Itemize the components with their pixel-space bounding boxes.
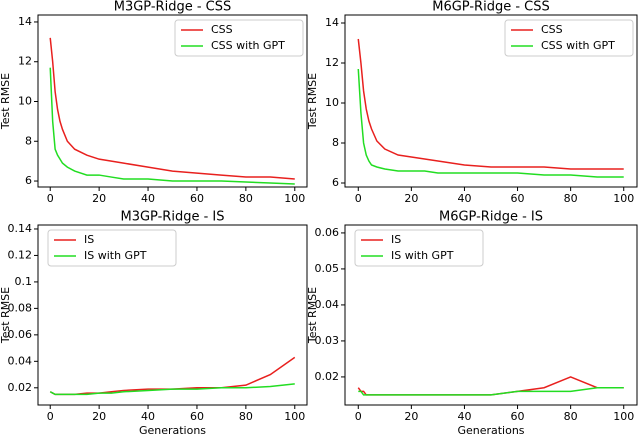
legend-label: IS bbox=[84, 233, 94, 246]
x-tick-label: 0 bbox=[355, 192, 362, 205]
y-tick-label: 12 bbox=[18, 55, 32, 68]
y-axis-label: Test RMSE bbox=[0, 73, 12, 130]
series-line bbox=[49, 67, 295, 185]
legend-label: IS with GPT bbox=[84, 249, 147, 262]
legend-label: IS with GPT bbox=[391, 249, 454, 262]
subplot-title: M6GP-Ridge - CSS bbox=[432, 0, 550, 15]
legend-box bbox=[174, 19, 304, 57]
y-tick-label: 14 bbox=[325, 16, 339, 29]
series-line bbox=[357, 68, 624, 178]
y-tick-label: 12 bbox=[325, 56, 339, 69]
y-axis-label: Test RMSE bbox=[306, 73, 319, 130]
y-tick-label: 0.06 bbox=[8, 328, 33, 341]
y-tick-label: 0.08 bbox=[8, 301, 33, 314]
series-line bbox=[357, 38, 624, 170]
x-tick-label: 60 bbox=[190, 410, 204, 423]
y-tick-label: 0.06 bbox=[315, 226, 340, 239]
x-axis-label: Generations bbox=[457, 424, 524, 436]
legend-box bbox=[354, 229, 484, 267]
x-axis-label: Generations bbox=[139, 424, 206, 436]
y-tick-label: 10 bbox=[325, 96, 339, 109]
x-tick-label: 80 bbox=[564, 192, 578, 205]
x-tick-label: 80 bbox=[564, 410, 578, 423]
plot-frame bbox=[37, 224, 308, 406]
x-tick-label: 60 bbox=[190, 192, 204, 205]
series-line bbox=[49, 383, 295, 396]
y-tick-label: 14 bbox=[18, 15, 32, 28]
x-tick-label: 0 bbox=[355, 410, 362, 423]
x-tick-label: 40 bbox=[457, 192, 471, 205]
x-tick-label: 40 bbox=[141, 410, 155, 423]
y-tick-label: 0.04 bbox=[8, 354, 33, 367]
y-tick-label: 0.04 bbox=[315, 298, 340, 311]
x-tick-label: 60 bbox=[511, 410, 525, 423]
y-tick-label: 10 bbox=[18, 94, 32, 107]
y-tick-label: 0.05 bbox=[315, 262, 340, 275]
series-line bbox=[357, 376, 624, 396]
x-tick-label: 100 bbox=[284, 192, 305, 205]
subplot-title: M3GP-Ridge - IS bbox=[121, 210, 225, 225]
x-tick-label: 20 bbox=[92, 410, 106, 423]
x-tick-label: 40 bbox=[457, 410, 471, 423]
legend-box bbox=[504, 19, 634, 57]
x-tick-label: 0 bbox=[47, 410, 54, 423]
x-tick-label: 20 bbox=[404, 410, 418, 423]
x-tick-label: 100 bbox=[613, 192, 634, 205]
legend-label: IS bbox=[391, 233, 401, 246]
legend-label: CSS with GPT bbox=[541, 39, 615, 52]
plot-frame bbox=[37, 14, 308, 188]
y-tick-label: 0.03 bbox=[315, 334, 340, 347]
x-tick-label: 20 bbox=[92, 192, 106, 205]
y-tick-label: 6 bbox=[25, 174, 32, 187]
x-tick-label: 60 bbox=[511, 192, 525, 205]
legend-label: CSS bbox=[211, 23, 233, 36]
y-tick-label: 8 bbox=[332, 136, 339, 149]
y-tick-label: 8 bbox=[25, 134, 32, 147]
y-tick-label: 0.12 bbox=[8, 248, 33, 261]
legend-box bbox=[47, 229, 177, 267]
plot-frame bbox=[344, 224, 638, 406]
x-tick-label: 80 bbox=[239, 410, 253, 423]
x-tick-label: 20 bbox=[404, 192, 418, 205]
y-tick-label: 0.1 bbox=[15, 275, 33, 288]
y-tick-label: 0.02 bbox=[315, 370, 340, 383]
y-tick-label: 0.02 bbox=[8, 381, 33, 394]
subplot-title: M3GP-Ridge - CSS bbox=[114, 0, 232, 15]
x-tick-label: 80 bbox=[239, 192, 253, 205]
subplot-title: M6GP-Ridge - IS bbox=[439, 210, 543, 225]
series-line bbox=[358, 386, 624, 396]
legend-label: CSS bbox=[541, 23, 563, 36]
y-tick-label: 6 bbox=[332, 176, 339, 189]
legend-label: CSS with GPT bbox=[211, 39, 285, 52]
x-tick-label: 100 bbox=[284, 410, 305, 423]
x-tick-label: 40 bbox=[141, 192, 155, 205]
y-axis-label: Test RMSE bbox=[306, 287, 319, 344]
x-tick-label: 100 bbox=[613, 410, 634, 423]
series-line bbox=[49, 37, 295, 180]
plot-frame bbox=[344, 14, 638, 188]
x-tick-label: 0 bbox=[47, 192, 54, 205]
y-axis-label: Test RMSE bbox=[0, 287, 12, 344]
y-tick-label: 0.14 bbox=[8, 222, 33, 235]
